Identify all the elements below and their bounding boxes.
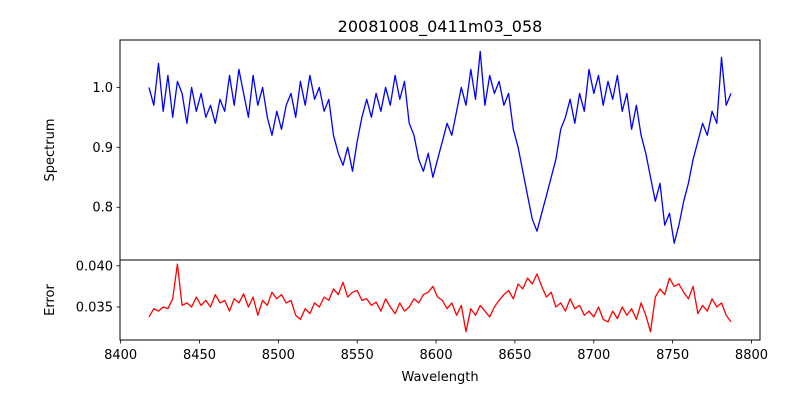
error-x-tick-label: 8400 (104, 348, 137, 363)
spectrum-y-axis-label: Spectrum (43, 119, 58, 182)
error-axes-frame (119, 259, 761, 341)
error-x-tick-label: 8650 (498, 348, 531, 363)
error-y-tick-label: 0.035 (76, 301, 113, 316)
error-x-tick-label: 8600 (420, 348, 453, 363)
error-series-line (148, 263, 732, 333)
error-x-tick-label: 8800 (735, 348, 768, 363)
error-y-axis-label: Error (43, 284, 58, 316)
error-x-tick-label: 8500 (262, 348, 295, 363)
spectrum-y-tick-label: 1.0 (92, 81, 113, 96)
x-axis-label: Wavelength (401, 370, 478, 385)
spectrum-y-tick-label: 0.9 (92, 141, 113, 156)
error-x-tick-label: 8750 (656, 348, 689, 363)
spectrum-series-line (148, 50, 732, 244)
error-x-tick-label: 8450 (183, 348, 216, 363)
error-y-tick-label: 0.040 (76, 259, 113, 274)
chart-title: 20081008_0411m03_058 (338, 17, 543, 37)
error-x-tick-label: 8550 (341, 348, 374, 363)
spectrum-y-tick-label: 0.8 (92, 201, 113, 216)
error-x-tick-label: 8700 (577, 348, 610, 363)
